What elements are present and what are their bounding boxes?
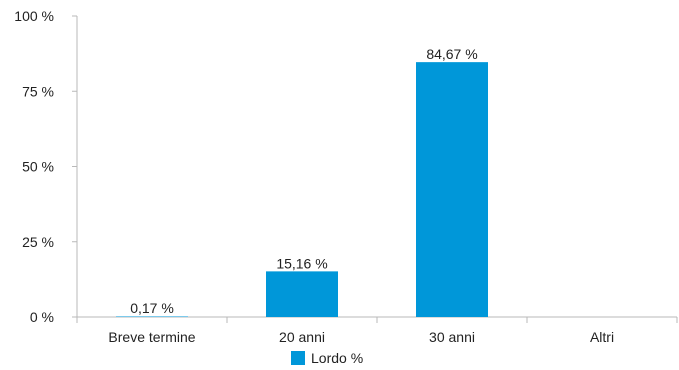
legend: Lordo % — [291, 350, 363, 366]
value-labels: 0,17 % 15,16 % 84,67 % — [130, 46, 477, 316]
x-tick-label: Breve termine — [108, 329, 195, 345]
value-label: 15,16 % — [276, 255, 327, 271]
x-tick-label: Altri — [590, 329, 614, 345]
y-tick-label: 50 % — [22, 159, 54, 175]
x-tick-label: 20 anni — [279, 329, 325, 345]
x-tick-label: 30 anni — [429, 329, 475, 345]
bar — [416, 62, 488, 318]
value-label: 0,17 % — [130, 300, 174, 316]
legend-swatch — [291, 351, 305, 365]
y-tick-label: 100 % — [14, 8, 54, 24]
y-tick-label: 25 % — [22, 234, 54, 250]
bars — [116, 62, 488, 318]
value-label: 84,67 % — [426, 46, 477, 62]
y-axis: 0 % 25 % 50 % 75 % 100 % — [14, 8, 78, 325]
bar — [266, 271, 338, 317]
y-tick-label: 0 % — [30, 309, 54, 325]
bar — [116, 316, 188, 317]
y-tick-label: 75 % — [22, 83, 54, 99]
legend-label: Lordo % — [311, 350, 363, 366]
x-axis: Breve termine 20 anni 30 anni Altri — [76, 316, 678, 345]
